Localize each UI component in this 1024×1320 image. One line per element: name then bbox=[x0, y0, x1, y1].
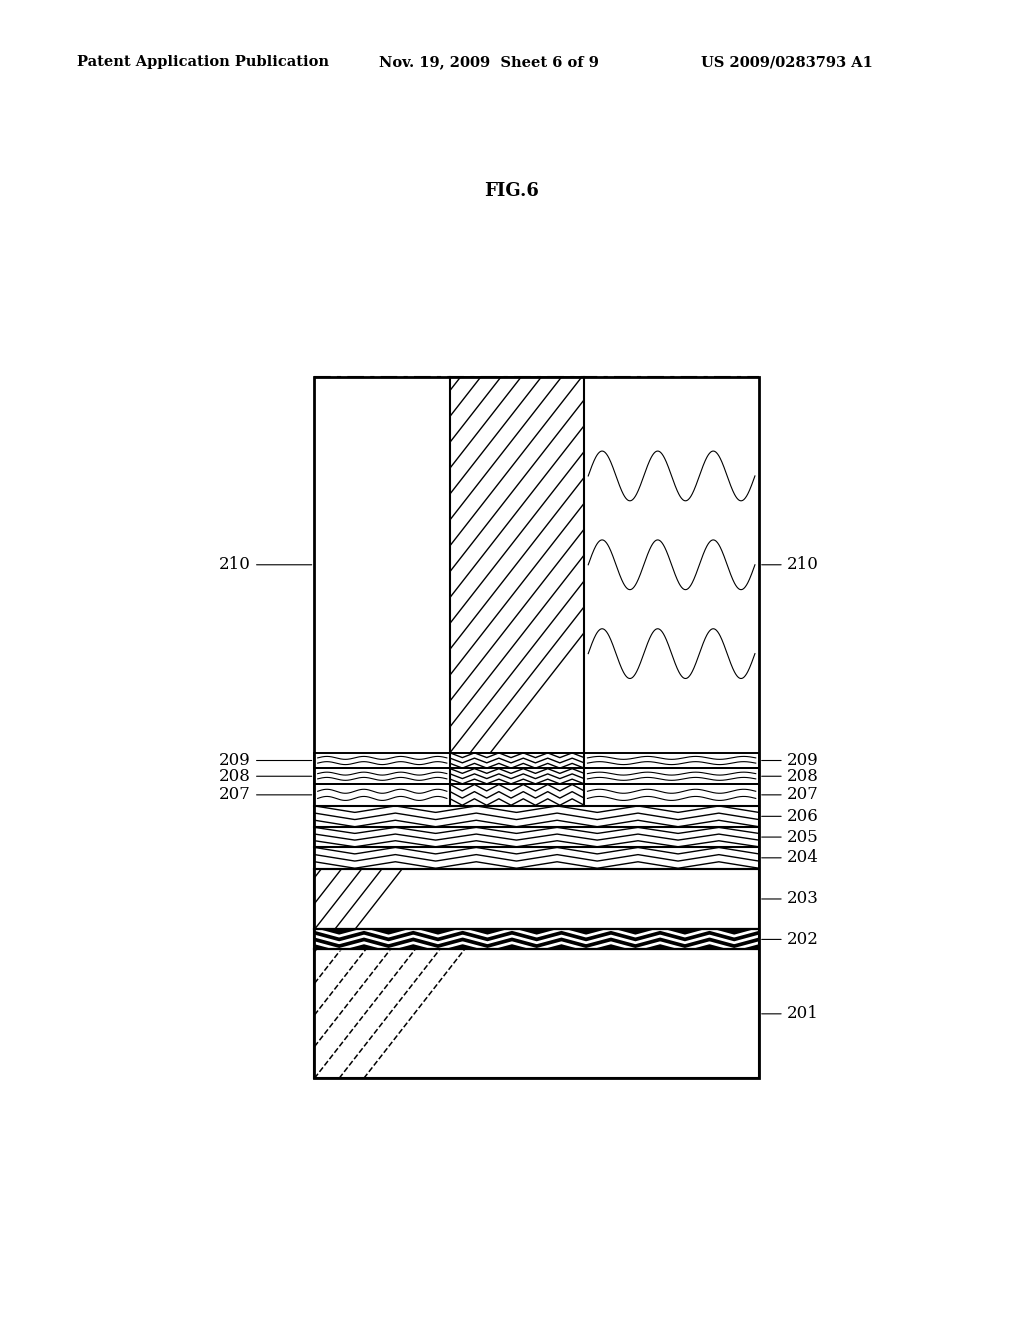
Text: 209: 209 bbox=[762, 752, 818, 770]
Text: FIG.6: FIG.6 bbox=[484, 182, 540, 201]
Bar bbox=[314, 869, 759, 929]
Text: 209: 209 bbox=[219, 752, 311, 770]
Bar bbox=[314, 805, 759, 828]
Text: 210: 210 bbox=[762, 556, 818, 573]
Text: Nov. 19, 2009  Sheet 6 of 9: Nov. 19, 2009 Sheet 6 of 9 bbox=[379, 55, 599, 70]
Bar bbox=[314, 828, 759, 847]
Text: 202: 202 bbox=[762, 931, 818, 948]
Bar bbox=[314, 752, 759, 768]
Text: 207: 207 bbox=[219, 787, 311, 804]
Bar bbox=[450, 378, 585, 752]
Bar bbox=[314, 805, 759, 828]
Text: 206: 206 bbox=[762, 808, 818, 825]
Bar bbox=[314, 847, 759, 869]
Bar bbox=[585, 378, 759, 752]
Text: US 2009/0283793 A1: US 2009/0283793 A1 bbox=[701, 55, 873, 70]
Text: 203: 203 bbox=[762, 891, 818, 907]
Text: Patent Application Publication: Patent Application Publication bbox=[77, 55, 329, 70]
Bar bbox=[314, 784, 759, 805]
Bar bbox=[314, 752, 759, 768]
Bar bbox=[450, 378, 585, 752]
Bar bbox=[314, 828, 759, 847]
Bar bbox=[314, 929, 759, 949]
Text: 204: 204 bbox=[762, 849, 818, 866]
Text: 208: 208 bbox=[219, 768, 311, 785]
Text: 205: 205 bbox=[762, 829, 818, 846]
Text: 207: 207 bbox=[762, 787, 818, 804]
Bar bbox=[314, 929, 759, 949]
Bar bbox=[314, 949, 759, 1078]
Text: 208: 208 bbox=[762, 768, 818, 785]
Bar bbox=[314, 784, 759, 805]
Bar bbox=[314, 768, 759, 784]
Bar bbox=[314, 378, 450, 752]
Bar bbox=[314, 869, 759, 929]
Bar bbox=[314, 378, 759, 1078]
Bar bbox=[314, 847, 759, 869]
Text: 210: 210 bbox=[219, 556, 311, 573]
Bar bbox=[314, 768, 759, 784]
Bar bbox=[314, 949, 759, 1078]
Text: 201: 201 bbox=[762, 1006, 818, 1022]
